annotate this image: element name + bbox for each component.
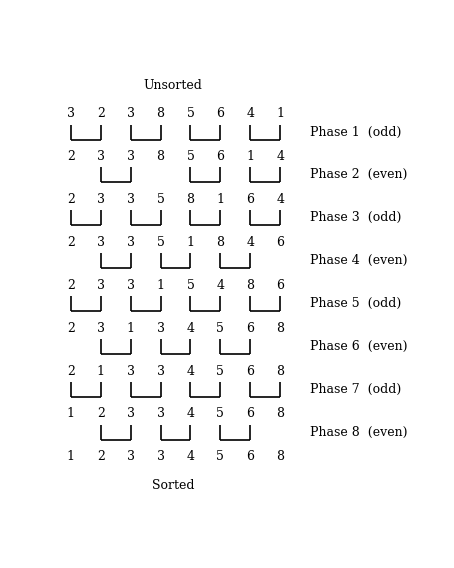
Text: 5: 5	[217, 321, 224, 335]
Text: Phase 1  (odd): Phase 1 (odd)	[310, 126, 401, 139]
Text: 8: 8	[187, 193, 194, 206]
Text: 3: 3	[157, 450, 164, 463]
Text: 5: 5	[217, 407, 224, 420]
Text: 5: 5	[187, 150, 194, 163]
Text: 1: 1	[187, 236, 194, 249]
Text: 2: 2	[67, 321, 75, 335]
Text: 6: 6	[246, 193, 254, 206]
Text: 2: 2	[67, 236, 75, 249]
Text: 5: 5	[157, 236, 164, 249]
Text: 2: 2	[97, 450, 105, 463]
Text: 2: 2	[97, 407, 105, 420]
Text: 6: 6	[276, 236, 284, 249]
Text: 5: 5	[217, 450, 224, 463]
Text: 2: 2	[97, 107, 105, 120]
Text: 8: 8	[157, 150, 164, 163]
Text: Phase 6  (even): Phase 6 (even)	[310, 340, 408, 353]
Text: 3: 3	[127, 236, 135, 249]
Text: 6: 6	[246, 450, 254, 463]
Text: 3: 3	[127, 150, 135, 163]
Text: 6: 6	[217, 150, 224, 163]
Text: 3: 3	[127, 193, 135, 206]
Text: 3: 3	[97, 236, 105, 249]
Text: 8: 8	[217, 236, 224, 249]
Text: 4: 4	[187, 321, 194, 335]
Text: 4: 4	[187, 407, 194, 420]
Text: 8: 8	[276, 407, 284, 420]
Text: 1: 1	[67, 450, 75, 463]
Text: 1: 1	[67, 407, 75, 420]
Text: 6: 6	[276, 279, 284, 292]
Text: 4: 4	[276, 193, 284, 206]
Text: Phase 3  (odd): Phase 3 (odd)	[310, 211, 401, 224]
Text: 4: 4	[187, 365, 194, 378]
Text: 3: 3	[127, 365, 135, 378]
Text: 4: 4	[276, 150, 284, 163]
Text: 4: 4	[246, 107, 254, 120]
Text: 3: 3	[97, 321, 105, 335]
Text: 1: 1	[127, 321, 135, 335]
Text: 3: 3	[157, 365, 164, 378]
Text: 3: 3	[97, 193, 105, 206]
Text: 3: 3	[127, 450, 135, 463]
Text: 4: 4	[187, 450, 194, 463]
Text: 8: 8	[276, 321, 284, 335]
Text: 3: 3	[127, 107, 135, 120]
Text: Phase 2  (even): Phase 2 (even)	[310, 169, 407, 181]
Text: 3: 3	[127, 407, 135, 420]
Text: 6: 6	[246, 407, 254, 420]
Text: 1: 1	[157, 279, 164, 292]
Text: 1: 1	[246, 150, 254, 163]
Text: Phase 8  (even): Phase 8 (even)	[310, 425, 408, 438]
Text: 2: 2	[67, 193, 75, 206]
Text: 8: 8	[157, 107, 164, 120]
Text: 3: 3	[97, 150, 105, 163]
Text: 4: 4	[246, 236, 254, 249]
Text: 8: 8	[276, 450, 284, 463]
Text: 1: 1	[97, 365, 105, 378]
Text: Phase 5  (odd): Phase 5 (odd)	[310, 297, 401, 310]
Text: 3: 3	[67, 107, 75, 120]
Text: 1: 1	[276, 107, 284, 120]
Text: 4: 4	[217, 279, 224, 292]
Text: 1: 1	[217, 193, 224, 206]
Text: 3: 3	[157, 321, 164, 335]
Text: 5: 5	[217, 365, 224, 378]
Text: 5: 5	[187, 107, 194, 120]
Text: 6: 6	[246, 365, 254, 378]
Text: 5: 5	[157, 193, 164, 206]
Text: 2: 2	[67, 150, 75, 163]
Text: 2: 2	[67, 279, 75, 292]
Text: 3: 3	[157, 407, 164, 420]
Text: 3: 3	[127, 279, 135, 292]
Text: 5: 5	[187, 279, 194, 292]
Text: 3: 3	[97, 279, 105, 292]
Text: Unsorted: Unsorted	[143, 79, 202, 92]
Text: 6: 6	[246, 321, 254, 335]
Text: Sorted: Sorted	[152, 478, 194, 491]
Text: Phase 4  (even): Phase 4 (even)	[310, 254, 408, 267]
Text: 8: 8	[246, 279, 254, 292]
Text: 8: 8	[276, 365, 284, 378]
Text: 2: 2	[67, 365, 75, 378]
Text: 6: 6	[217, 107, 224, 120]
Text: Phase 7  (odd): Phase 7 (odd)	[310, 383, 401, 396]
